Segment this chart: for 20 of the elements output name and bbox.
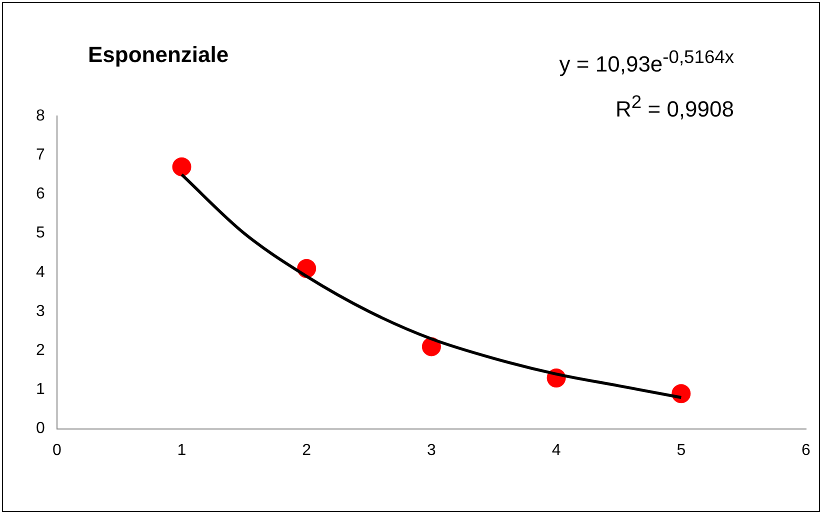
y-tick-label: 3 [36,302,45,320]
x-tick-label: 2 [302,442,312,459]
text: y = 10,93e$^{-0,5164x}$ [559,45,734,78]
y-tick-label: 7 [36,146,45,164]
x-tick-label: 0 [52,442,62,459]
y-tick-label: 2 [36,342,45,360]
x-tick-label: 1 [177,442,186,459]
y-tick-label: 1 [36,381,45,398]
annotation: R$^{2}$ = 0,9908 [614,90,734,124]
x-tick-label: 3 [426,442,436,459]
x-tick-label: 4 [552,442,561,459]
point [172,157,192,176]
y-tick-label: 6 [36,186,45,203]
y-tick-label: 8 [36,107,45,124]
x-tick-label: 6 [802,442,811,459]
x-tick-label: 5 [676,442,686,459]
y-tick-label: 4 [36,264,45,281]
y-tick-label: 5 [36,224,45,242]
y-tick-label: 0 [36,420,45,438]
chart-title: Esponenziale [88,42,229,68]
